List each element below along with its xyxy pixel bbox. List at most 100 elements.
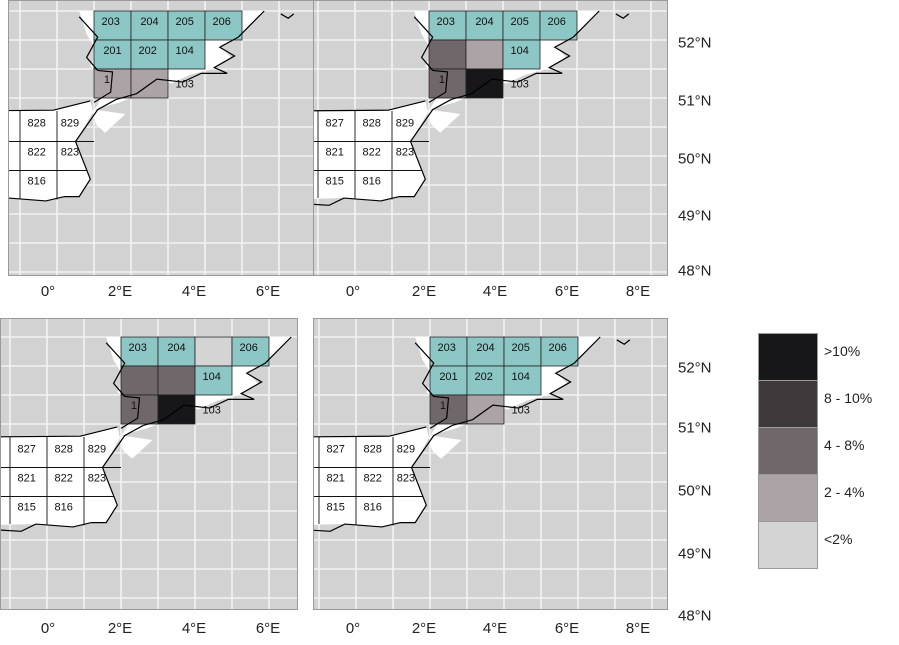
rectangle-label: 827 — [326, 444, 344, 456]
ices-rectangle — [540, 336, 579, 367]
x-tick-label: 4°E — [482, 620, 508, 637]
rectangle-labels: 203 204 206 104 1 103 827 828 829 821 822 823 815 816 — [17, 342, 257, 514]
x-tick-label: 6°E — [554, 283, 580, 300]
rectangle-label: 827 — [17, 444, 35, 456]
map-svg-top-right: 203 204 205 206 104 1 103 827 828 829 821 822 823 815… — [314, 1, 667, 275]
rectangle-label: 823 — [88, 473, 106, 485]
coastline — [116, 10, 265, 101]
rectangle-lines — [314, 437, 430, 526]
rectangle-label: 204 — [476, 342, 494, 354]
ices-rectangle — [204, 10, 243, 41]
rectangle-label: 204 — [475, 16, 493, 28]
rectangle-label: 103 — [202, 405, 220, 417]
legend-swatch — [758, 380, 818, 428]
map-panel-top-right: 203 204 205 206 104 1 103 827 828 829 821 822 823 815… — [313, 0, 668, 276]
rectangle-lines — [314, 111, 429, 200]
x-tick-label: 8°E — [625, 620, 651, 637]
coastline — [413, 16, 449, 103]
y-tick-label: 50°N — [678, 150, 712, 168]
ices-rectangle — [167, 39, 206, 70]
ices-rectangle — [539, 10, 578, 41]
rectangle-label: 205 — [175, 16, 193, 28]
x-tick-label: 2°E — [411, 283, 437, 300]
rectangle-label: 203 — [437, 342, 455, 354]
coastline — [314, 98, 452, 206]
ices-rectangle — [502, 10, 541, 41]
legend-item: <2% — [758, 521, 898, 569]
x-tick-label: 8°E — [625, 283, 651, 300]
x-tick-label: 2°E — [411, 620, 437, 637]
ices-rectangle — [429, 365, 468, 396]
y-tick-label: 49°N — [678, 207, 712, 225]
rectangle-lines — [9, 111, 94, 200]
rectangle-label: 104 — [511, 371, 529, 383]
rectangle-lines — [1, 437, 121, 526]
y-axis-bottom: 52°N 51°N 50°N 49°N 48°N — [678, 318, 758, 625]
y-tick-label: 52°N — [678, 359, 712, 377]
ices-rectangle — [120, 365, 159, 396]
rectangle-label: 827 — [325, 118, 343, 130]
rectangle-label: 104 — [510, 45, 528, 57]
rectangle-label: 815 — [325, 176, 343, 188]
rectangle-label: 206 — [548, 342, 566, 354]
x-tick-label: 6°E — [255, 283, 281, 300]
x-tick-label: 6°E — [554, 620, 580, 637]
ices-rectangle — [465, 39, 504, 70]
rectangle-label: 823 — [397, 473, 415, 485]
rectangle-label: 822 — [54, 473, 72, 485]
rectangle-label: 1 — [104, 74, 110, 86]
rectangle-label: 201 — [103, 45, 121, 57]
ices-rectangle — [157, 336, 196, 367]
rectangle-label: 202 — [138, 45, 156, 57]
rectangle-label: 203 — [128, 342, 146, 354]
legend-label: 4 - 8% — [824, 437, 865, 453]
rectangles — [428, 10, 578, 99]
rectangle-label: 1 — [439, 74, 445, 86]
rectangle-label: 206 — [547, 16, 565, 28]
coastline — [452, 336, 601, 427]
coastline — [1, 424, 144, 532]
rectangle-label: 815 — [17, 502, 35, 514]
x-axis-bottom-left: 0° 2°E 4°E 6°E — [0, 620, 310, 642]
x-axis-top-right: 0° 2°E 4°E 6°E 8°E — [313, 283, 666, 305]
rectangle-label: 201 — [439, 371, 457, 383]
y-tick-label: 51°N — [678, 419, 712, 437]
rectangle-label: 821 — [17, 473, 35, 485]
y-tick-label: 49°N — [678, 545, 712, 563]
x-tick-label: 0° — [345, 283, 361, 300]
legend-item: >10% — [758, 333, 898, 381]
rectangle-label: 816 — [362, 176, 380, 188]
x-tick-label: 4°E — [181, 620, 207, 637]
ices-rectangle — [231, 336, 270, 367]
rectangle-label: 205 — [510, 16, 528, 28]
rectangle-labels: 2032042052062012021041103827828829821822… — [27, 16, 230, 187]
y-tick-label: 48°N — [678, 607, 712, 625]
x-tick-label: 2°E — [107, 620, 133, 637]
y-tick-label: 48°N — [678, 262, 712, 280]
land-continent — [314, 415, 471, 527]
rectangle-labels: 203 204 205 206 104 1 103 827 828 829 821 822 823 815… — [325, 16, 565, 188]
rectangle-label: 104 — [175, 45, 193, 57]
rectangle-label: 822 — [362, 147, 380, 159]
rectangle-label: 815 — [326, 502, 344, 514]
rectangle-label: 103 — [511, 405, 529, 417]
x-tick-label: 4°E — [482, 283, 508, 300]
rectangle-label: 206 — [212, 16, 230, 28]
rectangle-label: 206 — [239, 342, 257, 354]
rectangle-label: 828 — [363, 444, 381, 456]
coastline — [414, 342, 450, 429]
x-tick-label: 0° — [345, 620, 361, 637]
ices-rectangle — [502, 39, 541, 70]
legend-label: 2 - 4% — [824, 484, 865, 500]
rectangle-label: 828 — [27, 118, 45, 130]
rectangle-label: 104 — [202, 371, 220, 383]
rectangle-label: 203 — [101, 16, 119, 28]
rectangles — [93, 10, 243, 99]
rectangle-label: 204 — [167, 342, 185, 354]
rectangle-label: 829 — [397, 444, 415, 456]
rectangle-label: 205 — [511, 342, 529, 354]
legend-label: >10% — [824, 343, 861, 359]
land-continent — [9, 89, 135, 201]
legend-item: 8 - 10% — [758, 380, 898, 428]
coastline — [9, 98, 117, 202]
